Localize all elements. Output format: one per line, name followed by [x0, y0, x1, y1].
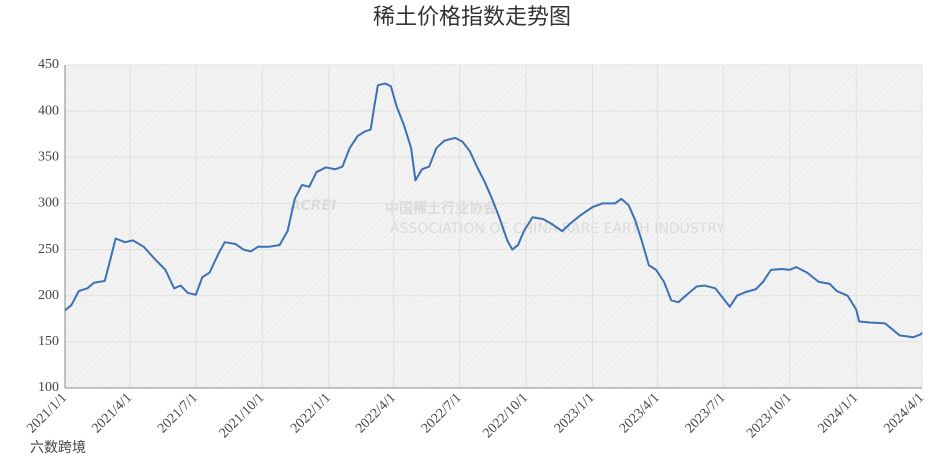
x-tick-label: 2021/1/1: [24, 390, 70, 436]
y-tick-label: 200: [38, 288, 59, 303]
x-tick-label: 2023/4/1: [617, 390, 663, 436]
chart-title: 稀土价格指数走势图: [373, 5, 571, 30]
x-tick-label: 2023/7/1: [683, 390, 729, 436]
x-tick-label: 2022/4/1: [353, 390, 399, 436]
x-tick-label: 2024/1/1: [816, 390, 862, 436]
y-tick-label: 250: [38, 242, 59, 257]
x-tick-label: 2024/4/1: [881, 390, 927, 436]
y-tick-label: 100: [38, 380, 59, 395]
y-tick-label: 400: [38, 103, 59, 118]
x-tick-label: 2022/10/1: [480, 390, 531, 441]
watermark-logo: ACREI: [289, 198, 336, 214]
y-tick-label: 150: [38, 334, 59, 349]
x-tick-label: 2023/10/1: [744, 390, 795, 441]
y-tick-label: 300: [38, 196, 59, 211]
y-tick-label: 450: [38, 57, 59, 72]
x-tick-label: 2023/1/1: [552, 390, 598, 436]
watermark-name: 中国稀土行业协会: [385, 200, 498, 217]
x-tick-label: 2021/4/1: [89, 390, 135, 436]
plot-area: [65, 65, 922, 388]
data-line: [64, 82, 923, 339]
x-tick-label: 2022/7/1: [419, 390, 465, 436]
y-tick-label: 350: [38, 150, 59, 165]
corner-watermark: 六数跨境: [30, 440, 86, 456]
x-tick-label: 2022/1/1: [288, 390, 334, 436]
x-tick-label: 2021/10/1: [217, 390, 268, 441]
x-tick-label: 2021/7/1: [155, 390, 201, 436]
